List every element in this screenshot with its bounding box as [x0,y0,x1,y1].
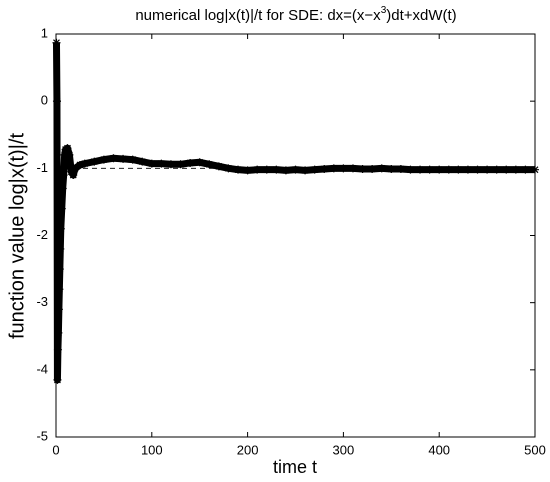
y-tick-label: -5 [36,428,48,443]
y-tick-label: -2 [36,227,48,242]
star-marker [387,165,396,174]
star-marker [52,97,61,106]
star-marker [109,154,118,163]
star-marker [138,157,147,166]
star-marker [492,165,501,174]
star-marker [166,160,175,169]
star-marker [186,158,195,167]
title-superscript: 3 [381,5,387,16]
star-marker [301,166,310,175]
star-marker [55,265,64,274]
star-marker [310,165,319,174]
title-part: )dt+xdW(t) [386,7,456,24]
star-marker [54,328,63,337]
y-tick-label: 0 [41,93,48,108]
star-marker [502,165,511,174]
x-tick-label: 300 [333,442,355,457]
star-marker [281,166,290,175]
star-marker [521,165,530,174]
star-marker [58,184,67,193]
star-marker [253,165,262,174]
x-tick-label: 500 [524,442,546,457]
star-marker [67,167,76,176]
star-marker [80,159,89,168]
star-marker [348,164,357,173]
star-marker [57,204,66,213]
star-marker [157,159,166,168]
star-marker [377,164,386,173]
star-marker [435,165,444,174]
star-marker [444,165,453,174]
star-marker [56,244,65,253]
x-axis-label: time t [273,457,317,477]
star-marker [214,162,223,171]
star-marker [358,165,367,174]
star-marker [234,165,243,174]
star-marker [483,165,492,174]
star-marker [425,165,434,174]
star-marker [531,165,539,174]
x-tick-label: 400 [428,442,450,457]
star-marker [511,165,520,174]
star-marker [454,165,463,174]
star-marker [53,345,62,354]
star-marker [416,165,425,174]
x-tick-label: 200 [237,442,259,457]
star-marker [291,165,300,174]
star-marker [69,171,78,180]
x-tick-label: 0 [52,442,59,457]
star-marker [147,159,156,168]
star-marker [368,165,377,174]
star-marker [329,164,338,173]
x-tick-label: 100 [141,442,163,457]
star-marker [396,165,405,174]
star-marker [71,164,80,173]
star-marker [473,165,482,174]
star-marker [55,285,64,294]
y-axis-label: function value log|x(t)|/t [6,133,28,339]
y-tick-label: 1 [41,25,48,40]
star-marker [65,150,74,159]
y-tick-label: -1 [36,160,48,175]
star-marker [262,165,271,174]
star-marker [52,38,61,47]
star-marker [99,155,108,164]
star-marker [339,164,348,173]
star-marker [90,157,99,166]
star-marker [243,166,252,175]
star-marker [176,160,185,169]
star-marker [195,158,204,167]
star-marker [60,150,69,159]
y-tick-label: -4 [36,361,48,376]
star-marker [128,155,137,164]
star-marker [56,224,65,233]
star-marker [463,165,472,174]
star-marker [320,165,329,174]
star-marker [119,154,128,163]
star-marker [63,144,72,153]
star-marker [75,160,84,169]
star-marker [205,160,214,169]
title-part: numerical log|x(t)|/t for SDE: dx=(x−x [135,7,381,24]
y-tick-label: -3 [36,294,48,309]
star-marker [224,164,233,173]
chart-title: numerical log|x(t)|/t for SDE: dx=(x−x3)… [135,5,456,24]
star-marker [53,375,62,384]
star-marker [272,165,281,174]
star-marker [406,165,415,174]
star-marker [59,171,68,180]
star-marker [54,305,63,314]
